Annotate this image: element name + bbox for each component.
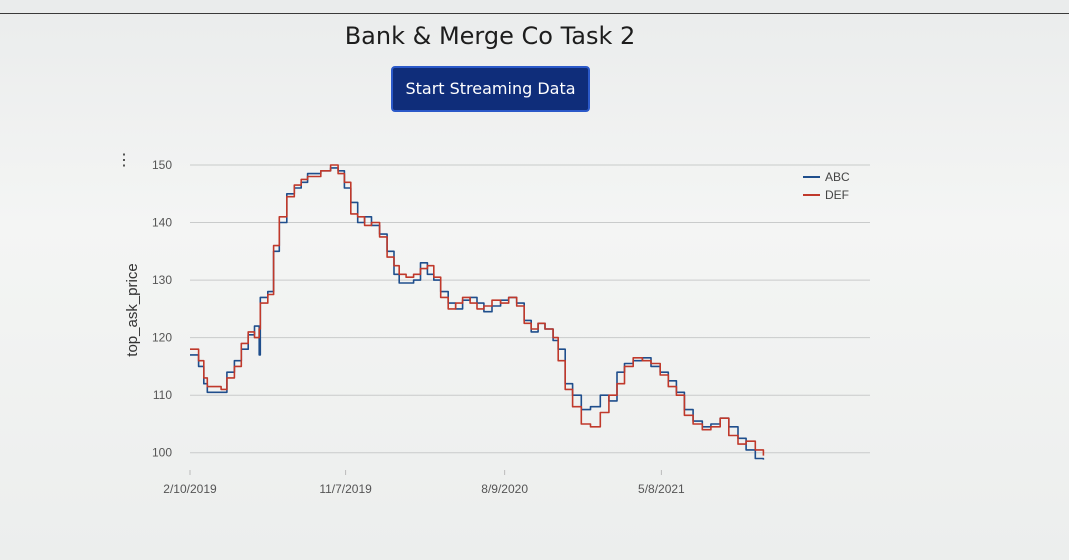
x-tick-label: 2/10/2019 — [163, 482, 217, 496]
x-tick-label: 11/7/2019 — [319, 482, 372, 496]
y-tick-label: 130 — [152, 273, 172, 287]
y-tick-label: 100 — [152, 446, 172, 460]
x-tick-labels: 2/10/2019 11/7/2019 8/9/2020 5/8/2021 — [163, 470, 685, 496]
price-chart: 100 110 120 130 140 150 2/10/2019 11/7/2019 8/9… — [0, 140, 1069, 520]
legend-item-def[interactable]: DEF — [803, 188, 849, 202]
start-streaming-button[interactable]: Start Streaming Data — [391, 66, 590, 112]
y-tick-label: 140 — [152, 216, 172, 230]
page-title: Bank & Merge Co Task 2 — [344, 22, 636, 50]
top-divider — [0, 13, 1069, 14]
grid-lines — [190, 164, 870, 454]
y-tick-label: 110 — [153, 388, 172, 402]
vertical-ellipsis-icon[interactable]: ⋮ — [116, 152, 132, 169]
y-tick-label: 150 — [152, 158, 172, 172]
legend[interactable]: ABC DEF — [803, 170, 850, 202]
x-tick-label: 8/9/2020 — [481, 482, 528, 496]
y-tick-labels: 100 110 120 130 140 150 — [152, 158, 172, 460]
series-line-abc — [190, 167, 765, 460]
x-tick-label: 5/8/2021 — [638, 482, 685, 496]
series-line-def — [190, 164, 765, 456]
y-tick-label: 120 — [152, 331, 172, 345]
price-chart-svg: 100 110 120 130 140 150 2/10/2019 11/7/2019 8/9… — [124, 158, 870, 496]
series-lines — [190, 164, 765, 460]
legend-item-abc[interactable]: ABC — [803, 170, 850, 184]
legend-label: DEF — [825, 188, 849, 202]
legend-label: ABC — [825, 170, 850, 184]
y-axis-label: top_ask_price — [124, 263, 141, 356]
